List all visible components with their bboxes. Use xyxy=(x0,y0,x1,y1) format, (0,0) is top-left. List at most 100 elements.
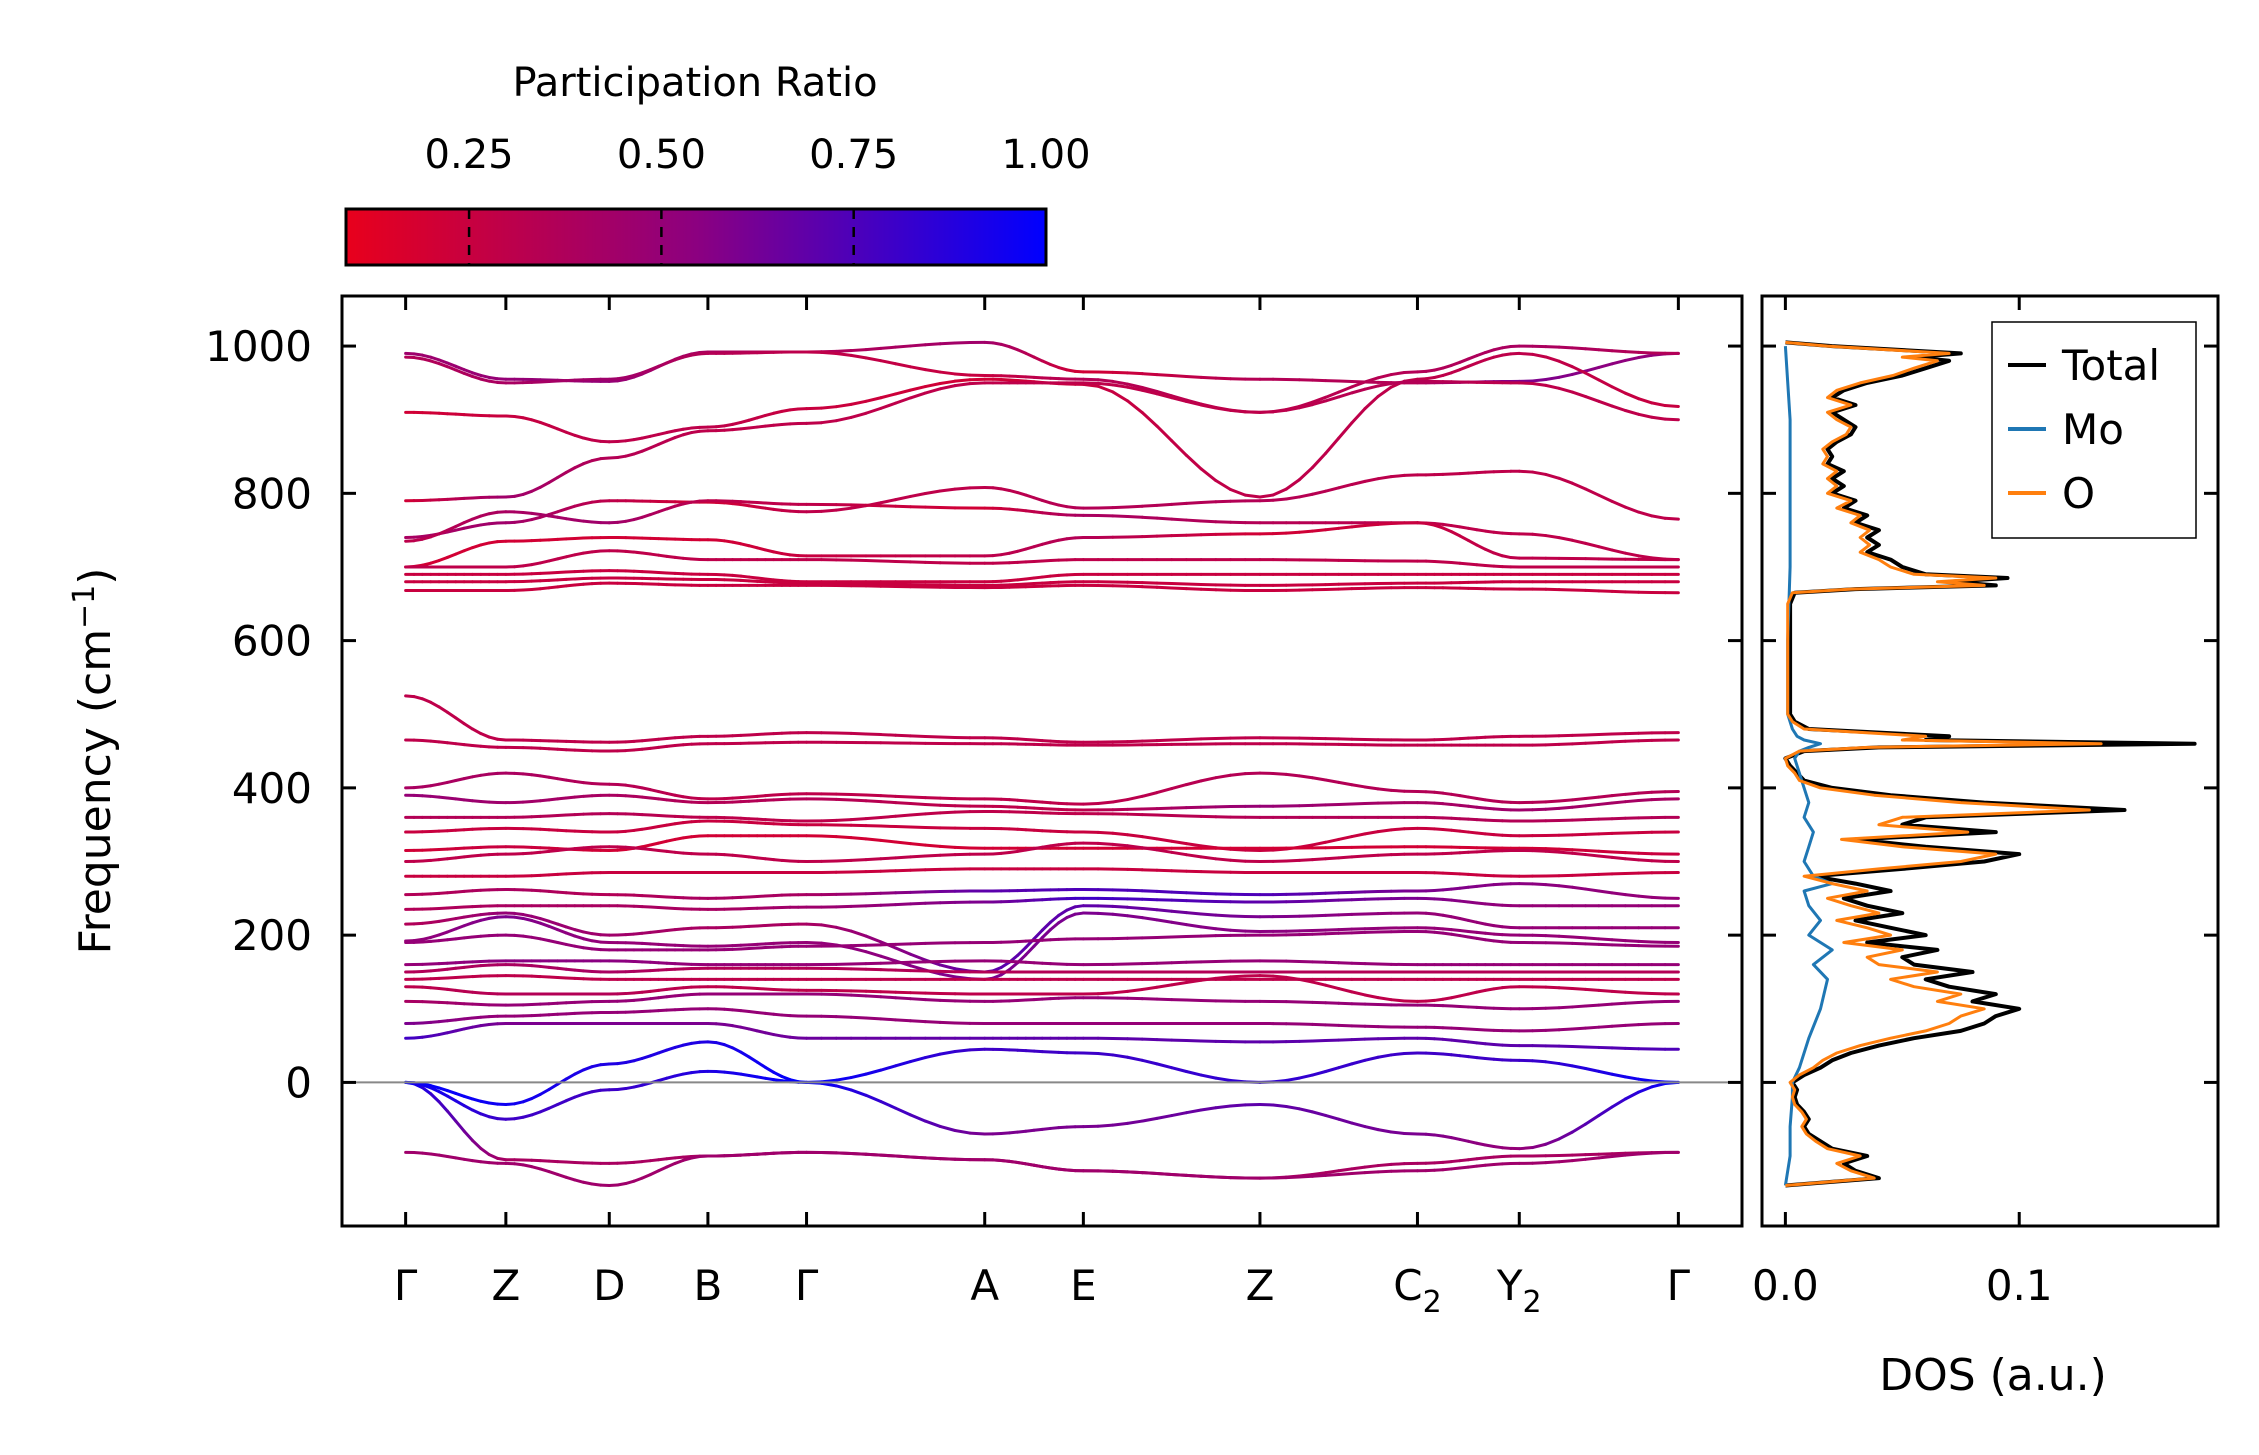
band-segment xyxy=(437,1100,449,1113)
band-segment xyxy=(1126,794,1144,802)
band-segment xyxy=(1310,840,1328,847)
band-segment xyxy=(437,705,449,714)
band-segment xyxy=(1284,1076,1301,1082)
band-segment xyxy=(462,1104,474,1112)
band-segment xyxy=(1096,991,1115,996)
band-segment xyxy=(547,1170,560,1176)
band-segment xyxy=(731,1046,743,1054)
band-segment xyxy=(879,1153,898,1158)
band-segment xyxy=(1126,914,1144,920)
band-segment xyxy=(1637,858,1654,863)
band-segment xyxy=(1610,499,1627,509)
band-segment xyxy=(1610,1097,1627,1109)
band-segment xyxy=(1155,502,1174,507)
band-segment xyxy=(1350,832,1367,839)
band-segment xyxy=(1111,912,1130,918)
band-segment xyxy=(1531,1161,1548,1165)
band-segment xyxy=(1214,499,1233,504)
band-segment xyxy=(1111,1169,1130,1174)
band-28 xyxy=(404,974,1680,1003)
band-segment xyxy=(1584,365,1601,373)
band-segment xyxy=(1610,349,1627,354)
band-segment xyxy=(1363,853,1380,858)
band-segment xyxy=(445,1109,458,1123)
band-segment xyxy=(1637,1022,1654,1027)
band-segment xyxy=(1170,850,1188,857)
band-segment xyxy=(547,924,560,932)
band-segment xyxy=(1597,1154,1614,1160)
k-point-label: A xyxy=(970,1261,999,1310)
band-segment xyxy=(1337,385,1354,394)
band-segment xyxy=(1610,855,1627,861)
band-35 xyxy=(404,1150,1680,1188)
band-segment xyxy=(1623,857,1641,862)
band-segment xyxy=(1310,1171,1328,1176)
band-segment xyxy=(879,856,898,861)
band-segment xyxy=(938,803,957,808)
band-segment xyxy=(834,993,853,997)
band-segment xyxy=(1199,519,1218,524)
band-segment xyxy=(1297,492,1314,499)
band-segment xyxy=(1570,365,1588,375)
band-segment xyxy=(968,1047,987,1052)
band-segment xyxy=(1297,403,1314,410)
band-segment xyxy=(1310,1069,1328,1077)
band-segment xyxy=(834,506,853,512)
band-segment xyxy=(1324,1066,1341,1073)
band-segment xyxy=(923,901,942,905)
band-segment xyxy=(1531,378,1548,383)
band-segment xyxy=(1096,378,1115,383)
band-segment xyxy=(1517,469,1535,474)
band-segment xyxy=(1271,531,1288,536)
band-segment xyxy=(908,997,927,1002)
band-segment xyxy=(1557,372,1574,379)
band-segment xyxy=(879,794,898,798)
band-segment xyxy=(938,1124,957,1133)
band-segment xyxy=(1324,856,1341,861)
band-segment xyxy=(1337,525,1354,530)
band-segment xyxy=(1111,904,1130,909)
band-segment xyxy=(834,835,853,840)
band-segment xyxy=(1140,1116,1159,1123)
band-segment xyxy=(1284,406,1301,412)
band-segment xyxy=(1570,1026,1588,1031)
band-segment xyxy=(1637,397,1654,405)
band-segment xyxy=(1570,1122,1588,1134)
band-segment xyxy=(1140,739,1159,743)
dos-x-tick-label: 0.0 xyxy=(1752,1261,1819,1310)
band-segment xyxy=(894,1154,912,1159)
band-segment xyxy=(1184,1069,1203,1077)
band-segment xyxy=(1544,472,1561,480)
band-9 xyxy=(404,576,1680,587)
band-segment xyxy=(908,812,927,817)
band-segment xyxy=(908,1113,927,1123)
band-segment xyxy=(1155,1114,1174,1120)
band-segment xyxy=(1350,1058,1367,1066)
band-segment xyxy=(1170,517,1188,522)
band-segment xyxy=(1126,987,1144,993)
band-segment xyxy=(1229,1103,1247,1108)
band-segment xyxy=(1170,783,1188,791)
band-segment xyxy=(1637,1085,1654,1094)
band-segment xyxy=(1610,1072,1627,1079)
band-segment xyxy=(538,917,551,923)
y-tick-label: 200 xyxy=(232,911,312,960)
band-segment xyxy=(849,1088,868,1097)
band-segment xyxy=(1140,503,1159,508)
band-segment xyxy=(1650,1082,1667,1089)
band-segment xyxy=(1531,470,1548,476)
band-segment xyxy=(1126,504,1144,509)
colorbar-ticks: 0.25 0.50 0.75 1.00 xyxy=(425,132,1091,265)
band-segment xyxy=(1126,844,1144,850)
band-segment xyxy=(1610,358,1627,366)
band-segment xyxy=(1140,515,1159,520)
band-segment xyxy=(1544,934,1561,938)
band-segment xyxy=(849,836,868,841)
band-segment xyxy=(879,401,898,410)
band-segment xyxy=(894,1060,912,1068)
band-segment xyxy=(1214,1104,1233,1110)
band-33 xyxy=(404,1069,1680,1151)
band-segment xyxy=(923,342,942,347)
band-segment xyxy=(1214,913,1233,918)
band-segment xyxy=(1584,795,1601,801)
